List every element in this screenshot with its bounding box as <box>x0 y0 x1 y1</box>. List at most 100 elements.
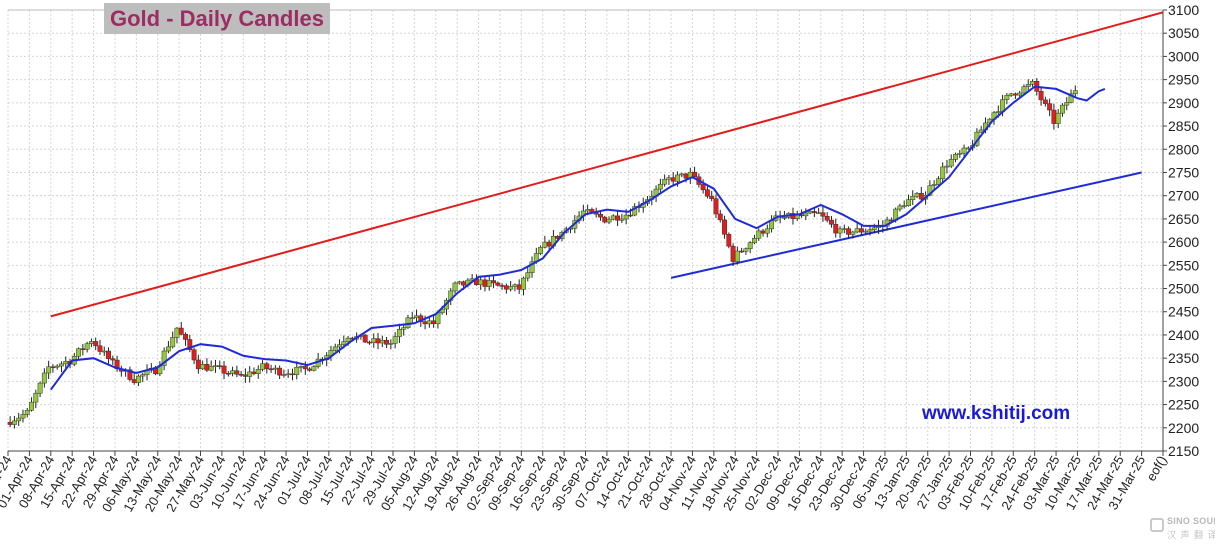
candle-body <box>290 373 295 376</box>
y-tick-label: 2800 <box>1168 141 1199 157</box>
candle-body <box>84 343 90 350</box>
logo-mark-icon <box>1150 518 1164 532</box>
candle-body <box>606 218 612 223</box>
candle-body <box>80 348 86 350</box>
candle-body <box>897 205 903 210</box>
website-watermark: www.kshitij.com <box>922 403 1071 424</box>
candle-body <box>961 147 967 154</box>
candle-body <box>200 364 206 370</box>
trendline <box>670 171 1142 279</box>
candle-body <box>311 366 317 371</box>
candle-body <box>1055 112 1061 124</box>
candle-body <box>20 414 26 419</box>
candle-body <box>503 285 509 290</box>
candle-body <box>944 165 950 168</box>
candle-body <box>901 205 907 207</box>
candle-body <box>238 374 244 376</box>
candle-body <box>409 317 415 319</box>
candle-body <box>337 344 342 348</box>
candle-body <box>264 363 270 370</box>
candle-body <box>854 228 860 233</box>
y-tick-label: 3000 <box>1168 48 1199 64</box>
candle-body <box>482 279 488 287</box>
candle-body <box>1047 103 1053 111</box>
candle-body <box>208 366 214 371</box>
candle-body <box>619 218 625 221</box>
candle-body <box>371 338 377 343</box>
candle-body <box>294 366 300 375</box>
candle-body <box>623 214 629 220</box>
candle-body <box>302 366 308 370</box>
x-tick-label: eof() <box>1143 453 1169 484</box>
candle-body <box>41 372 47 384</box>
candle-body <box>384 339 390 345</box>
candle-body <box>781 217 787 219</box>
candle-body <box>1017 92 1023 96</box>
candle-body <box>1072 90 1078 95</box>
candle-body <box>730 245 736 262</box>
y-tick-label: 2350 <box>1168 350 1199 366</box>
candle-body <box>841 228 847 230</box>
candle-body <box>127 369 133 380</box>
candle-body <box>529 261 535 273</box>
candle-body <box>388 343 394 345</box>
y-tick-label: 2550 <box>1168 257 1199 273</box>
candle-body <box>456 281 462 284</box>
candle-body <box>37 382 43 394</box>
candle-body <box>16 417 22 422</box>
candle-body <box>247 371 253 377</box>
candle-body <box>478 279 484 286</box>
candle-body <box>675 174 680 182</box>
candle-body <box>863 230 869 233</box>
candle-body <box>713 198 719 215</box>
candle-body <box>426 320 432 325</box>
candle-body <box>734 250 740 262</box>
candle-body <box>739 250 745 253</box>
y-tick-label: 2600 <box>1168 234 1199 250</box>
candle-body <box>298 366 304 368</box>
candle-body <box>829 219 834 225</box>
candle-body <box>217 365 223 367</box>
y-tick-label: 2300 <box>1168 373 1199 389</box>
x-tick-labels: 25-Mar-2401-Apr-2408-Apr-2415-Apr-2422-A… <box>0 453 1170 514</box>
candle-body <box>858 228 864 233</box>
candle-body <box>871 227 877 230</box>
candle-body <box>260 363 265 370</box>
candle-body <box>803 212 809 217</box>
candle-body <box>251 371 257 374</box>
y-tick-label: 2150 <box>1168 443 1199 459</box>
y-tick-label: 2950 <box>1168 72 1199 88</box>
candle-body <box>191 349 197 361</box>
candle-body <box>811 211 817 214</box>
candle-body <box>375 338 381 344</box>
candle-body <box>837 228 843 234</box>
candle-body <box>1008 93 1014 96</box>
candle-body <box>1060 104 1065 114</box>
candle-body <box>709 195 715 199</box>
candle-body <box>953 154 958 160</box>
candle-body <box>995 111 1001 113</box>
candle-body <box>1025 84 1031 87</box>
candle-body <box>131 379 137 383</box>
candle-body <box>54 365 60 368</box>
candle-body <box>414 315 419 318</box>
candle-body <box>747 242 753 249</box>
candle-body <box>602 216 608 223</box>
candle-body <box>431 320 437 325</box>
y-tick-labels: 2150 2200 2250 2300 2350 2400 2450 2500 2550 2600… <box>1168 2 1199 459</box>
candle-body <box>101 350 107 353</box>
candle-body <box>281 374 287 376</box>
candle-body <box>392 336 398 344</box>
candle-body <box>345 337 351 342</box>
candle-body <box>59 363 64 367</box>
candle-body <box>824 215 830 221</box>
y-tick-label: 2500 <box>1168 281 1199 297</box>
y-tick-label: 2750 <box>1168 164 1199 180</box>
candle-body <box>165 346 171 352</box>
candle-body <box>461 281 467 286</box>
candle-body <box>174 327 180 338</box>
candle-body <box>662 178 668 185</box>
candle-body <box>756 230 762 239</box>
candle-body <box>285 373 291 376</box>
